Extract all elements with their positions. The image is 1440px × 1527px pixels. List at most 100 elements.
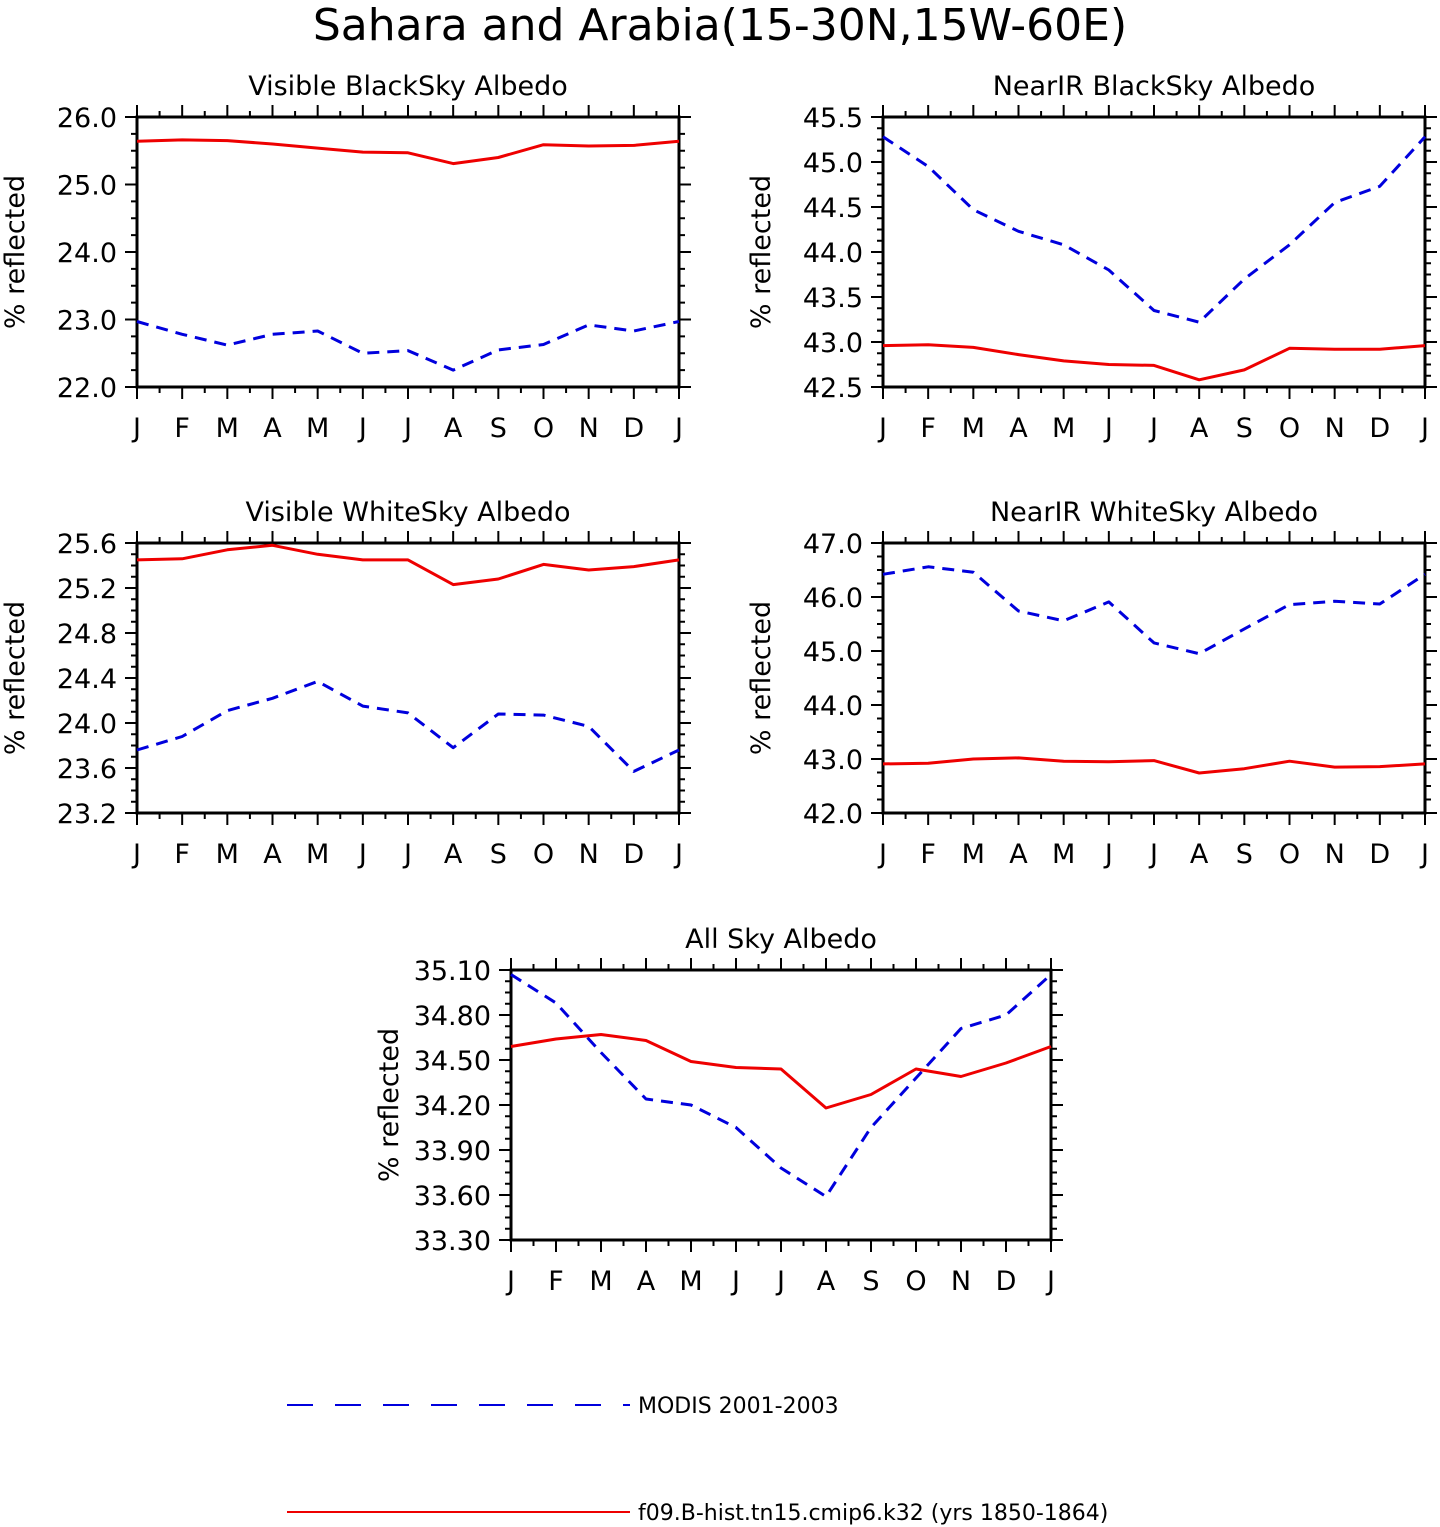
modis-series-line [136, 320, 680, 372]
y-tick-label: 45.0 [803, 637, 863, 668]
y-tick-label: 24.0 [57, 709, 117, 740]
modis-series-line [136, 679, 680, 773]
plot-frame [509, 968, 1053, 1242]
y-axis-label: % reflected [0, 175, 31, 329]
plot-frame [135, 115, 681, 389]
x-tick-label: A [263, 839, 282, 870]
x-tick-label: M [306, 413, 329, 444]
y-tick-label: 34.80 [414, 1001, 491, 1032]
x-tick-label: J [505, 1266, 515, 1297]
x-tick-label: F [174, 413, 190, 444]
x-tick-label: A [1009, 413, 1028, 444]
x-tick-label: S [490, 839, 507, 870]
x-tick-label: N [579, 839, 599, 870]
x-tick-label: M [1052, 839, 1075, 870]
y-tick-label: 47.0 [803, 529, 863, 560]
figure-title: Sahara and Arabia(15-30N,15W-60E) [313, 0, 1127, 51]
x-tick-label: D [623, 413, 644, 444]
x-tick-label: S [862, 1266, 879, 1297]
y-tick-label: 44.0 [803, 691, 863, 722]
y-tick-label: 25.0 [57, 171, 117, 202]
x-tick-label: A [817, 1266, 836, 1297]
y-tick-label: 43.0 [803, 745, 863, 776]
y-tick-label: 44.5 [803, 193, 863, 224]
y-tick-label: 33.30 [414, 1226, 491, 1257]
x-tick-label: N [579, 413, 599, 444]
panel-title: NearIR WhiteSky Albedo [990, 497, 1318, 528]
x-tick-label: J [1045, 1266, 1055, 1297]
panel-title: Visible BlackSky Albedo [248, 71, 568, 102]
y-tick-label: 26.0 [57, 103, 117, 134]
x-tick-label: J [877, 413, 887, 444]
x-tick-label: A [637, 1266, 656, 1297]
x-tick-label: A [444, 839, 463, 870]
x-tick-label: A [263, 413, 282, 444]
y-tick-label: 23.6 [57, 754, 117, 785]
x-tick-label: J [1103, 413, 1113, 444]
model-series-line [510, 1033, 1052, 1110]
model-series-line [882, 756, 1426, 775]
y-tick-label: 24.0 [57, 238, 117, 269]
x-tick-label: F [174, 839, 190, 870]
y-tick-label: 25.6 [57, 529, 117, 560]
x-tick-label: M [216, 413, 239, 444]
y-tick-label: 45.5 [803, 103, 863, 134]
modis-series-line [882, 135, 1427, 324]
y-tick-label: 33.60 [414, 1181, 491, 1212]
plot-frame [135, 541, 681, 815]
y-tick-label: 42.5 [803, 373, 863, 404]
x-tick-label: J [1148, 413, 1158, 444]
x-tick-label: D [1369, 413, 1390, 444]
modis-series-line [510, 973, 1053, 1198]
x-tick-label: A [1190, 839, 1209, 870]
legend: MODIS 2001-2003 f09.B-hist.tn15.cmip6.k3… [287, 1394, 1108, 1526]
y-tick-label: 34.20 [414, 1091, 491, 1122]
y-axis-label: % reflected [746, 175, 777, 329]
panel-title: NearIR BlackSky Albedo [993, 71, 1316, 102]
x-tick-label: M [679, 1266, 702, 1297]
x-tick-label: O [1279, 839, 1300, 870]
x-tick-label: J [1103, 839, 1113, 870]
x-tick-label: J [357, 839, 367, 870]
x-tick-label: M [216, 839, 239, 870]
x-tick-label: J [775, 1266, 785, 1297]
y-tick-label: 24.4 [57, 664, 117, 695]
model-series-line [136, 543, 680, 587]
y-tick-label: 24.8 [57, 619, 117, 650]
x-tick-label: J [1148, 839, 1158, 870]
x-tick-label: F [548, 1266, 564, 1297]
x-tick-label: J [402, 839, 412, 870]
x-tick-label: A [444, 413, 463, 444]
x-tick-label: J [131, 839, 141, 870]
panel-title: Visible WhiteSky Albedo [245, 497, 570, 528]
x-tick-label: J [730, 1266, 740, 1297]
y-tick-label: 23.0 [57, 306, 117, 337]
x-tick-label: J [877, 839, 887, 870]
x-tick-label: J [402, 413, 412, 444]
panel-title: All Sky Albedo [685, 924, 877, 955]
y-tick-label: 34.50 [414, 1046, 491, 1077]
y-tick-label: 33.90 [414, 1136, 491, 1167]
y-axis-label: % reflected [746, 601, 777, 755]
modis-series-line [882, 565, 1426, 656]
y-tick-label: 46.0 [803, 583, 863, 614]
x-tick-label: F [920, 413, 936, 444]
y-tick-label: 43.0 [803, 328, 863, 359]
x-tick-label: O [1279, 413, 1300, 444]
x-tick-label: A [1190, 413, 1209, 444]
x-tick-label: J [357, 413, 367, 444]
y-tick-label: 23.2 [57, 799, 117, 830]
x-tick-label: A [1009, 839, 1028, 870]
x-tick-label: J [1419, 839, 1429, 870]
x-tick-label: M [306, 839, 329, 870]
x-tick-label: O [533, 413, 554, 444]
x-tick-label: D [996, 1266, 1017, 1297]
x-tick-label: M [1052, 413, 1075, 444]
x-tick-label: M [962, 839, 985, 870]
x-tick-label: S [1236, 839, 1253, 870]
